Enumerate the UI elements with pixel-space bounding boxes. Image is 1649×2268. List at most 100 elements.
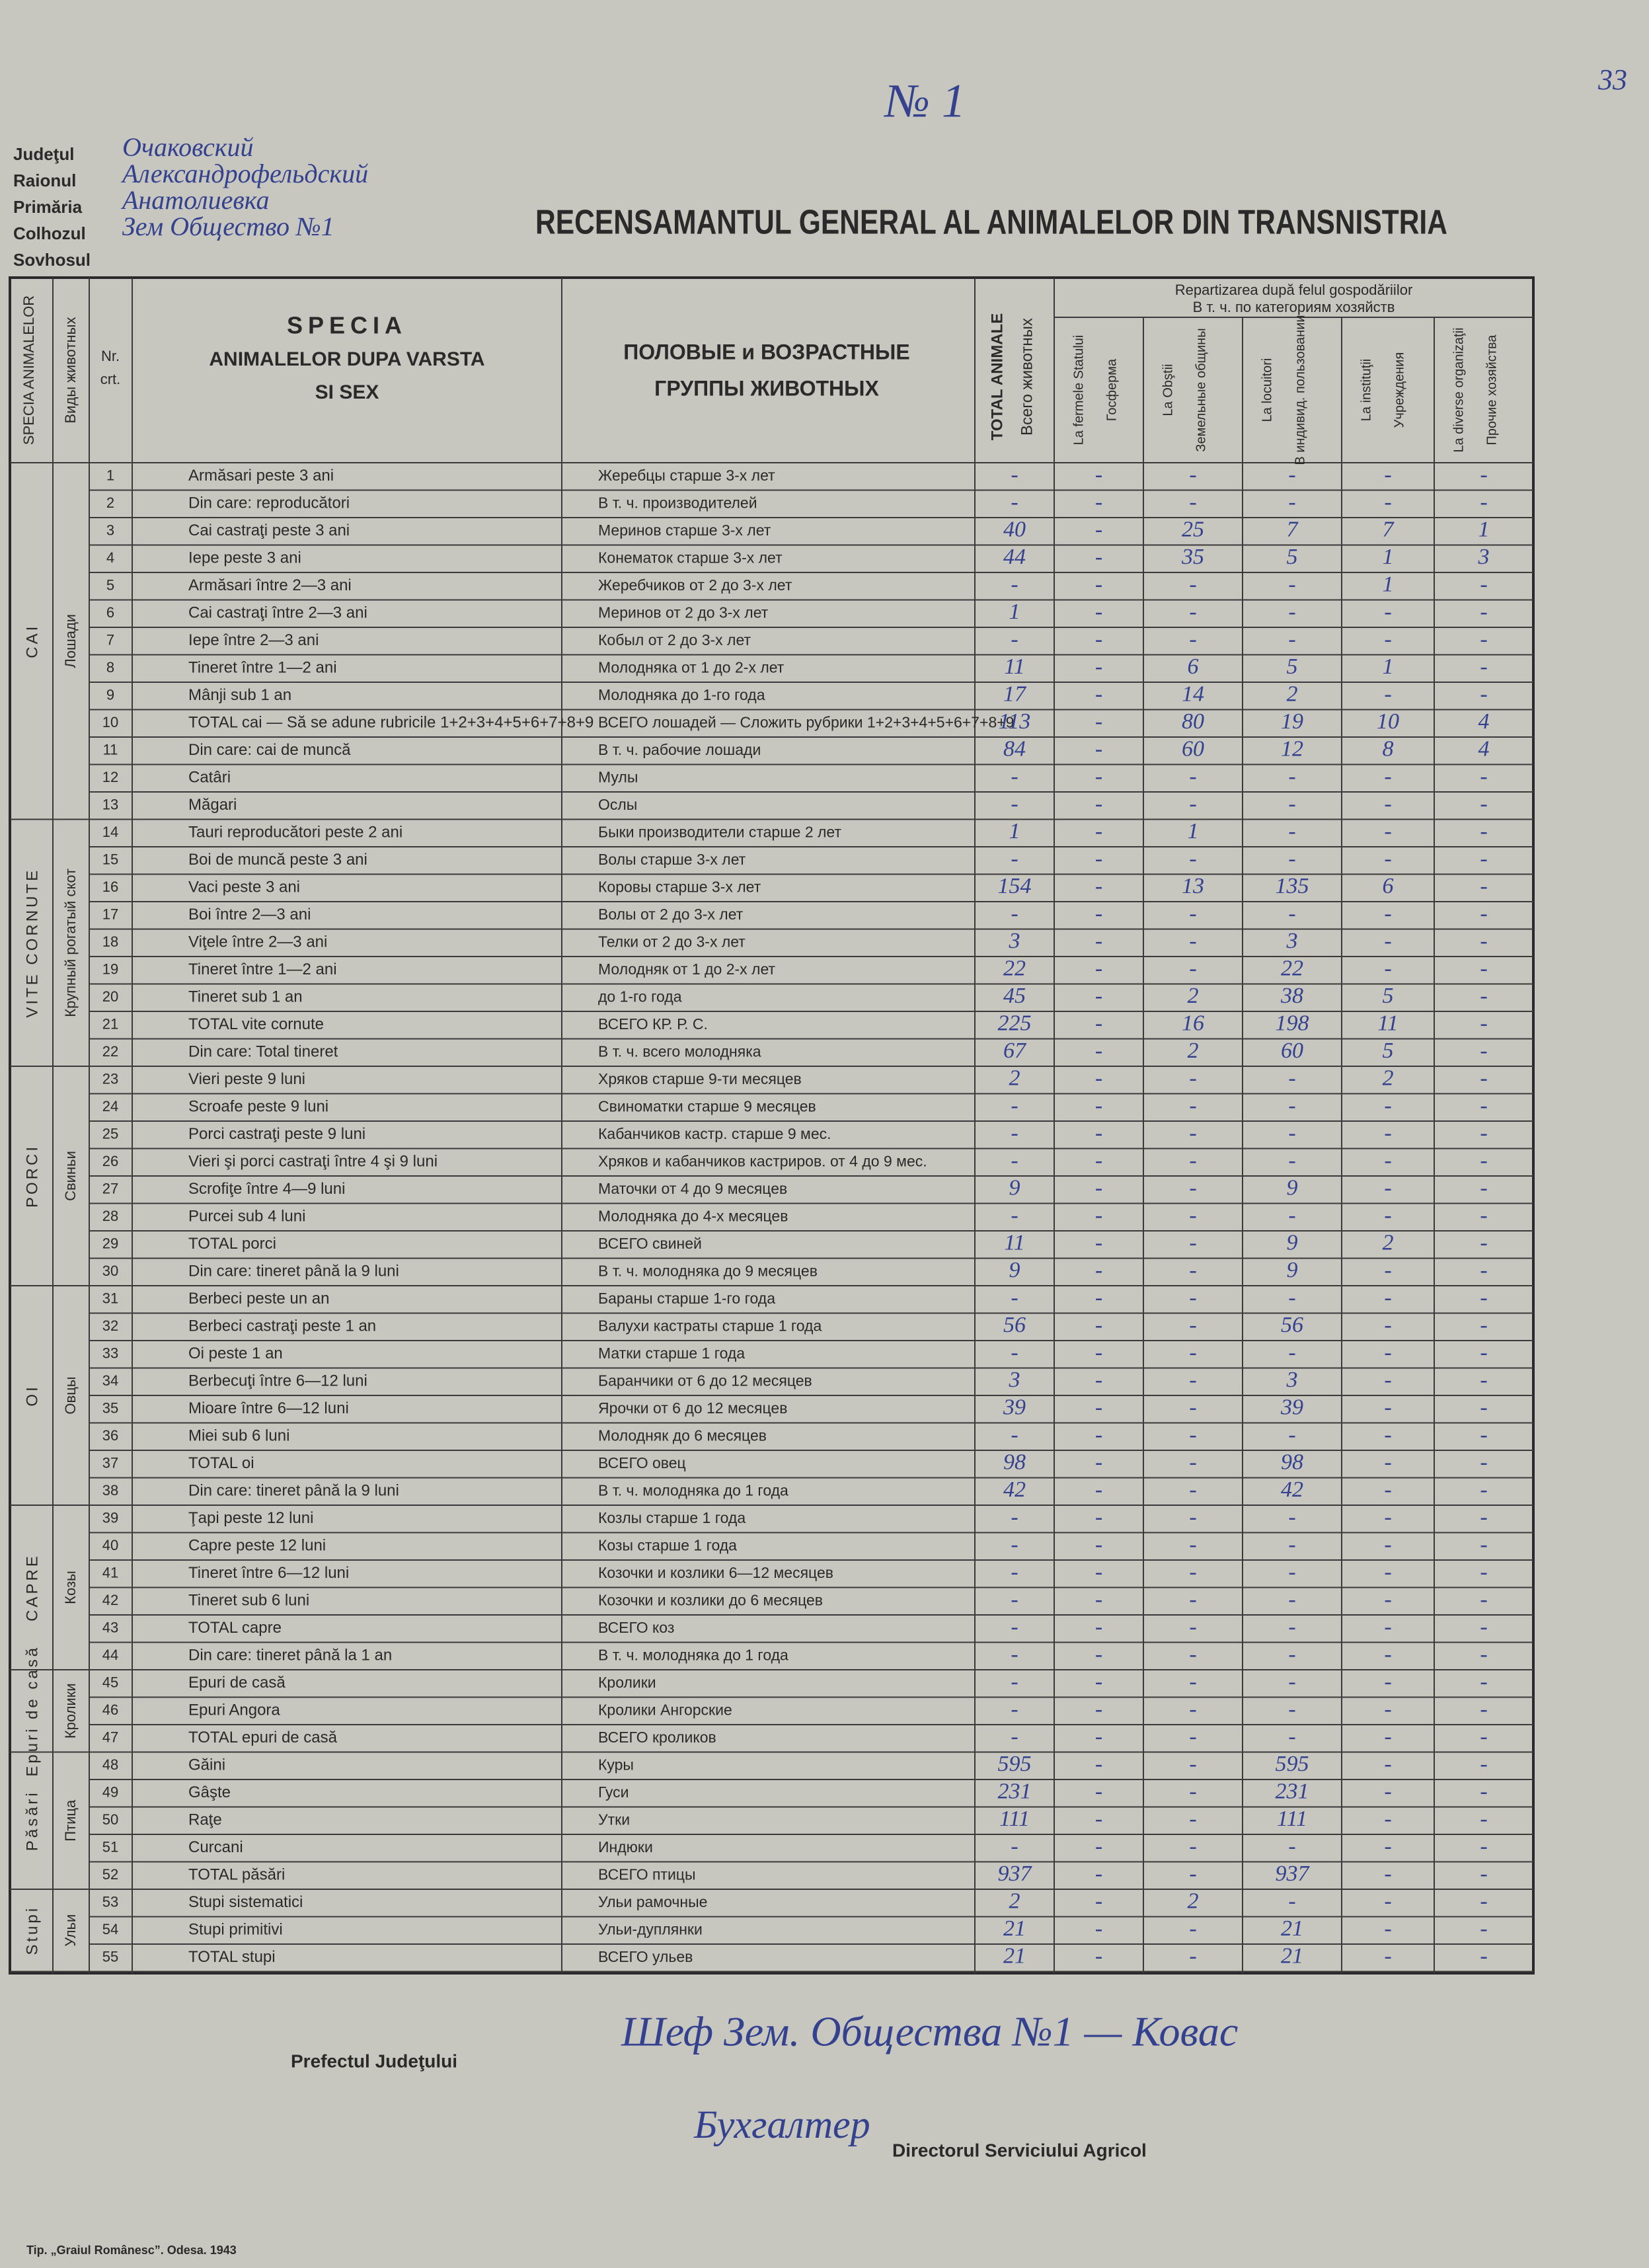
row-label-ro: TOTAL cai — Să se adune rubricile 1+2+3+… xyxy=(188,714,594,732)
cell-value: - xyxy=(1288,1670,1295,1694)
cell-value: - xyxy=(1189,1752,1196,1776)
cell-value: - xyxy=(1480,682,1487,707)
cell-value: - xyxy=(1480,1889,1487,1914)
cell-value: - xyxy=(1480,490,1487,514)
cell-value: - xyxy=(1189,1176,1196,1200)
cell-value: - xyxy=(1480,819,1487,843)
cell-value: - xyxy=(1288,1642,1295,1666)
nr-header: Nr. xyxy=(101,348,120,364)
cell-value: - xyxy=(1384,1944,1391,1969)
specia-header: ANIMALELOR DUPA VARSTA xyxy=(209,348,484,370)
signature: Бухгалтер xyxy=(693,2103,870,2146)
cell-value: - xyxy=(1095,847,1102,871)
cell-value: - xyxy=(1288,1889,1295,1914)
row-label-ru: Свиноматки старше 9 месяцев xyxy=(598,1097,816,1114)
row-number: 37 xyxy=(102,1455,118,1471)
row-label-ro: Iepe între 2—3 ani xyxy=(188,631,319,649)
cell-value: - xyxy=(1189,1341,1196,1365)
group-label-ru: Крупный рогатый скот xyxy=(62,869,79,1017)
cell-value: 231 xyxy=(998,1779,1032,1804)
row-label-ru: Хряков и кабанчиков кастриров. от 4 до 9… xyxy=(598,1152,927,1169)
cell-value: - xyxy=(1011,1532,1018,1557)
row-number: 15 xyxy=(102,851,118,868)
specia-header: SI SEX xyxy=(315,381,379,403)
row-label-ro: Armăsari peste 3 ani xyxy=(188,467,334,485)
cell-value: - xyxy=(1384,1341,1391,1365)
cell-value: - xyxy=(1288,490,1295,514)
row-number: 30 xyxy=(102,1263,118,1279)
field-label: Colhozul xyxy=(13,223,86,243)
cell-value: 1 xyxy=(1188,819,1199,843)
row-label-ru: Мулы xyxy=(598,768,638,785)
cell-value: - xyxy=(1011,1834,1018,1859)
row-number: 13 xyxy=(102,797,118,813)
row-label-ro: Tineret între 6—12 luni xyxy=(188,1564,349,1582)
row-label-ru: Индюки xyxy=(598,1838,653,1856)
cell-value: 2 xyxy=(1188,1889,1199,1914)
row-label-ru: В т. ч. производителей xyxy=(598,494,757,511)
row-label-ro: Boi de muncă peste 3 ani xyxy=(188,851,367,869)
cell-value: 80 xyxy=(1182,709,1204,734)
cell-value: 10 xyxy=(1377,709,1399,734)
row-label-ro: Tineret între 1—2 ani xyxy=(188,659,337,677)
row-number: 11 xyxy=(103,742,118,758)
cell-value: - xyxy=(1189,627,1196,652)
row-label-ro: TOTAL oi xyxy=(188,1454,254,1472)
cell-value: - xyxy=(1288,1532,1295,1557)
group-label-ro: Stupi xyxy=(23,1906,41,1955)
cell-value: - xyxy=(1384,792,1391,816)
cell-value: - xyxy=(1189,1725,1196,1749)
group-label-ro: OI xyxy=(23,1384,41,1406)
repartition-header: Repartizarea după felul gospodăriilor xyxy=(1175,282,1413,298)
row-number: 36 xyxy=(102,1427,118,1444)
cell-value: - xyxy=(1011,1642,1018,1666)
cell-value: - xyxy=(1384,1670,1391,1694)
cell-value: - xyxy=(1189,1121,1196,1146)
cell-value: - xyxy=(1384,1642,1391,1666)
row-label-ru: ВСЕГО КР. Р. С. xyxy=(598,1015,708,1033)
cell-value: 56 xyxy=(1281,1313,1303,1337)
cell-value: 17 xyxy=(1003,682,1027,707)
group-label-ru: Козы xyxy=(62,1571,79,1604)
row-label-ru: ВСЕГО кроликов xyxy=(598,1729,716,1746)
cell-value: 11 xyxy=(1004,654,1024,679)
cell-value: 3 xyxy=(1478,545,1490,569)
cell-value: 2 xyxy=(1287,682,1298,707)
cell-value: - xyxy=(1095,1258,1102,1282)
cell-value: - xyxy=(1189,1944,1196,1969)
row-number: 42 xyxy=(102,1592,118,1608)
row-number: 39 xyxy=(102,1510,118,1526)
cell-value: - xyxy=(1189,1313,1196,1337)
cell-value: 595 xyxy=(998,1752,1032,1776)
cell-value: - xyxy=(1384,1286,1391,1310)
cell-value: - xyxy=(1189,902,1196,926)
cell-value: - xyxy=(1480,600,1487,624)
cell-value: - xyxy=(1095,1615,1102,1639)
cell-value: - xyxy=(1095,627,1102,652)
row-label-ru: В т. ч. рабочие лошади xyxy=(598,741,761,758)
cell-value: - xyxy=(1095,764,1102,789)
cell-value: - xyxy=(1384,1368,1391,1392)
cell-value: - xyxy=(1011,1560,1018,1584)
row-label-ro: TOTAL capre xyxy=(188,1619,282,1637)
cell-value: - xyxy=(1384,1176,1391,1200)
cell-value: 9 xyxy=(1009,1258,1020,1282)
cell-value: - xyxy=(1480,1834,1487,1859)
cell-value: - xyxy=(1480,1670,1487,1694)
cell-value: - xyxy=(1384,957,1391,981)
row-number: 18 xyxy=(102,933,118,950)
cell-value: - xyxy=(1384,1725,1391,1749)
row-label-ro: Raţe xyxy=(188,1811,222,1829)
group-label-ru: Кролики xyxy=(62,1683,79,1739)
row-label-ro: Cai castraţi între 2—3 ani xyxy=(188,604,367,622)
cell-value: - xyxy=(1095,957,1102,981)
cell-value: - xyxy=(1384,1752,1391,1776)
row-label-ru: Куры xyxy=(598,1756,634,1773)
cell-value: 19 xyxy=(1281,709,1303,734)
cell-value: - xyxy=(1011,1121,1018,1146)
cell-value: - xyxy=(1288,847,1295,871)
cell-value: - xyxy=(1095,929,1102,953)
cell-value: - xyxy=(1480,1752,1487,1776)
cell-value: 25 xyxy=(1182,518,1204,542)
cell-value: - xyxy=(1480,1505,1487,1530)
